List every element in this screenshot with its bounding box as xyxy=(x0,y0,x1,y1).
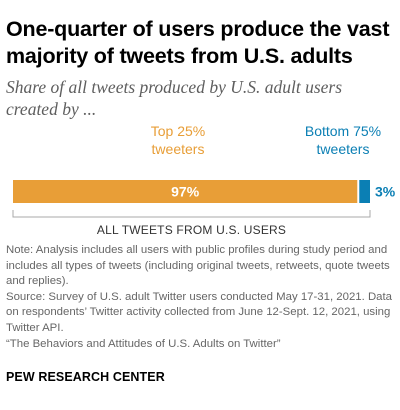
series-label-bottom: Bottom 75% tweeters xyxy=(305,123,381,157)
note-text: Note: Analysis includes all users with p… xyxy=(6,244,390,288)
value-label-bottom: 3% xyxy=(375,184,396,200)
bar-segment-top xyxy=(13,180,358,203)
value-label-top: 97% xyxy=(171,184,200,200)
pew-research-center-logo-text: PEW RESEARCH CENTER xyxy=(6,370,165,384)
report-title-text: “The Behaviors and Attitudes of U.S. Adu… xyxy=(6,337,281,350)
total-caption: ALL TWEETS FROM U.S. USERS xyxy=(97,223,286,237)
chart-subtitle: Share of all tweets produced by U.S. adu… xyxy=(6,77,343,119)
total-bracket xyxy=(12,210,371,218)
series-label-top: Top 25% tweeters xyxy=(151,123,205,157)
bar-segment-bottom xyxy=(359,180,370,203)
source-text: Source: Survey of U.S. adult Twitter use… xyxy=(6,290,393,334)
chart-title: One-quarter of users produce the vast ma… xyxy=(6,17,390,68)
notes-block: Note: Analysis includes all users with p… xyxy=(6,243,398,352)
